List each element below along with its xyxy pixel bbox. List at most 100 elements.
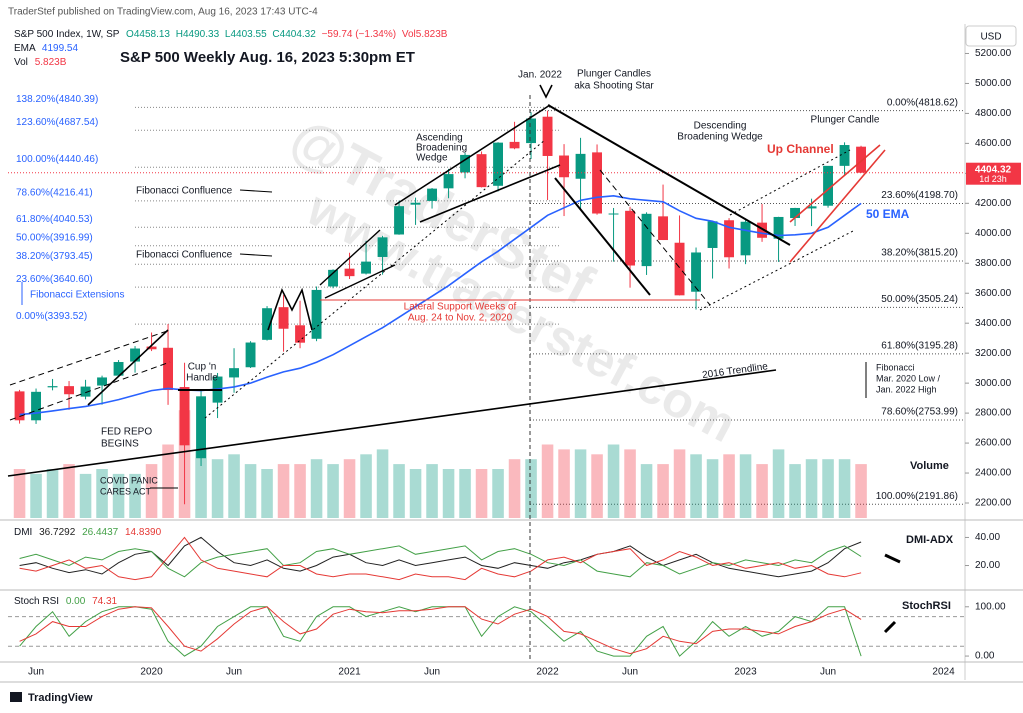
y-tick-label: 3800.00 — [975, 258, 1012, 269]
publisher: TraderStef published on TradingView.com,… — [8, 7, 318, 18]
legend-value: 74.31 — [92, 596, 117, 607]
annotation: Fibonacci Extensions — [30, 290, 125, 301]
volume-bar — [805, 459, 818, 518]
fib-label: 78.60%(2753.99) — [881, 407, 958, 418]
annotation: Jan. 2022 High — [876, 384, 937, 394]
candle-body — [575, 153, 586, 179]
volume-bar — [525, 459, 537, 518]
volume-bar — [409, 469, 422, 518]
fib-label: 50.00%(3916.99) — [16, 232, 93, 243]
volume-bar — [640, 464, 653, 518]
currency: USD — [980, 32, 1001, 43]
y-tick-label: 100.00 — [975, 601, 1006, 612]
volume-bar — [294, 464, 306, 518]
annotation: Wedge — [416, 153, 448, 164]
annotation: Up Channel — [767, 142, 834, 156]
volume-bar — [63, 464, 75, 518]
volume-bar — [13, 469, 26, 518]
candle-body — [658, 216, 668, 241]
candle-body — [592, 152, 602, 214]
volume-bar — [442, 469, 455, 518]
volume-bar — [261, 469, 273, 518]
channel-line — [699, 229, 856, 311]
legend-value: 36.7292 — [39, 527, 76, 538]
volume-bar — [756, 464, 768, 518]
fed-line — [87, 329, 169, 406]
candle-body — [229, 368, 239, 378]
annotation: Fibonacci Confluence — [136, 186, 233, 197]
double-top — [267, 287, 313, 331]
candle-body — [311, 289, 322, 339]
volume-bar — [79, 473, 92, 518]
fib-label: 61.80%(3195.28) — [881, 341, 958, 352]
drawings — [7, 84, 901, 662]
dmi-legend: DMI 36.7292 26.4437 14.8390 — [14, 527, 162, 538]
annotation: Aug. 24 to Nov. 2, 2020 — [408, 313, 513, 324]
candle-body — [295, 325, 305, 343]
volume-bar — [690, 454, 702, 518]
x-tick-label: 2023 — [734, 667, 757, 678]
logo-icon — [10, 692, 22, 702]
fib-label: 123.60%(4687.54) — [16, 117, 98, 128]
y-tick-label: 2400.00 — [975, 468, 1012, 479]
annotation: Handle — [186, 373, 218, 384]
y-tick-label: 4200.00 — [975, 198, 1012, 209]
volume-bar — [211, 459, 224, 518]
candle-body — [394, 206, 404, 235]
annotation: Ascending — [416, 133, 463, 144]
annotation: Broadening — [416, 143, 467, 154]
pane-label: StochRSI — [902, 600, 951, 612]
currency-box — [965, 25, 1017, 47]
candle-body — [196, 396, 206, 459]
candle-body — [691, 252, 701, 292]
volume-bar — [475, 469, 488, 518]
candle-body — [14, 391, 25, 421]
volume-bar — [855, 464, 867, 518]
y-tick-label: 4800.00 — [975, 108, 1012, 119]
fib-label: 100.00%(4440.46) — [16, 154, 98, 165]
volume-bar — [145, 464, 158, 518]
fib-label: 61.80%(4040.53) — [16, 214, 93, 225]
annotation: aka Shooting Star — [574, 81, 654, 92]
candle-body — [31, 391, 41, 421]
legend-change: −59.74 (−1.34%) — [322, 29, 397, 40]
candle-body — [113, 362, 124, 376]
y-tick-label: 4000.00 — [975, 228, 1012, 239]
volume-bar — [624, 449, 636, 518]
annotation: CARES ACT — [100, 486, 152, 496]
candle-body — [361, 261, 371, 274]
y-tick-label: 2200.00 — [975, 498, 1012, 509]
candle-body — [559, 155, 569, 178]
candle-body — [625, 210, 635, 266]
candle-body — [509, 141, 520, 149]
legend-volume-value: 5.823B — [35, 57, 67, 68]
y-tick-label: 4600.00 — [975, 138, 1012, 149]
volume-bar — [591, 454, 603, 518]
legend-name: DMI — [14, 527, 32, 538]
y-tick-label: 5000.00 — [975, 78, 1012, 89]
volume-bar — [558, 449, 570, 518]
wedge-line — [554, 177, 651, 296]
legend-volume: Vol — [14, 57, 28, 68]
candle-body — [410, 202, 421, 205]
y-tick-label: 20.00 — [975, 560, 1000, 571]
x-tick-label: 2021 — [338, 667, 361, 678]
candle-body — [64, 386, 74, 395]
candle-body — [856, 146, 866, 173]
volume-bar — [112, 473, 125, 518]
x-tick-label: 2024 — [932, 667, 955, 678]
wedge-line — [324, 264, 396, 299]
candle-body — [460, 154, 470, 173]
indicator-line — [19, 606, 862, 657]
fib-label: 0.00%(4818.62) — [887, 97, 958, 108]
candle-body — [130, 348, 140, 362]
annotation: Mar. 2020 Low / — [876, 373, 941, 383]
y-tick-label: 40.00 — [975, 532, 1000, 543]
channel-line — [9, 329, 171, 386]
candle-body — [674, 242, 685, 296]
channel-line — [9, 361, 171, 421]
volume-bar — [508, 459, 521, 518]
candle-body — [542, 116, 553, 156]
volume-bar — [838, 459, 851, 518]
